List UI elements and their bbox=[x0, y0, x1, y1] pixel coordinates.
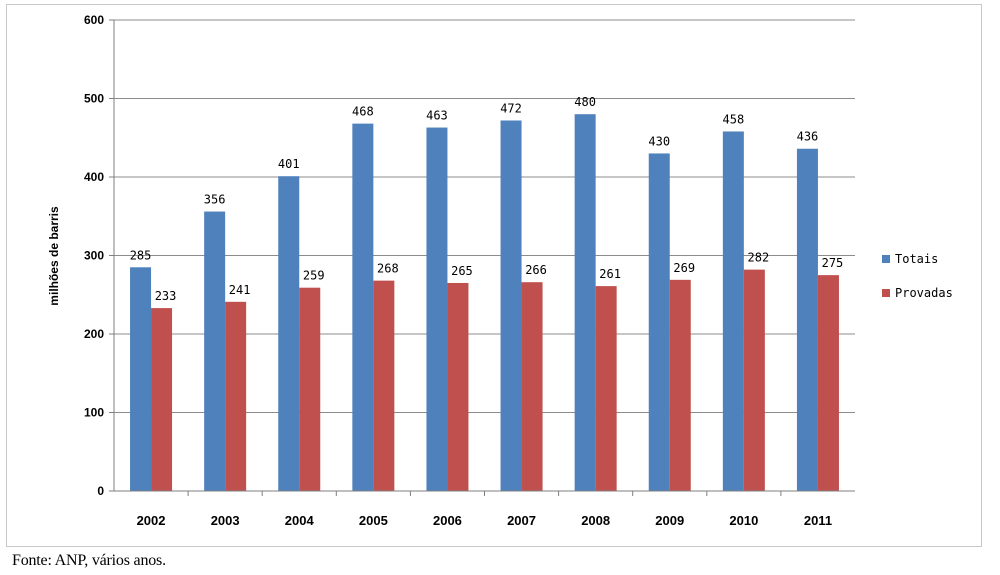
bar-provadas-2009 bbox=[669, 279, 691, 491]
data-label: 285 bbox=[130, 248, 152, 262]
bar-totais-2006 bbox=[426, 127, 448, 492]
data-label: 458 bbox=[723, 112, 745, 126]
x-tick-label: 2008 bbox=[581, 513, 610, 528]
bar-provadas-2006 bbox=[447, 282, 469, 491]
bar-provadas-2008 bbox=[595, 286, 617, 491]
data-label: 261 bbox=[599, 267, 621, 281]
data-label: 268 bbox=[377, 262, 399, 276]
x-axis-ticks: 2002 2003 2004 2005 2006 2007 2008 2009 2010 2011 bbox=[137, 491, 832, 528]
data-label: 401 bbox=[278, 157, 300, 171]
bar-totais-2011 bbox=[796, 148, 818, 492]
y-tick-label: 500 bbox=[84, 92, 104, 106]
x-tick-label: 2003 bbox=[211, 513, 240, 528]
y-tick-label: 600 bbox=[84, 13, 104, 27]
data-label: 269 bbox=[673, 261, 695, 275]
data-label: 241 bbox=[229, 283, 251, 297]
x-tick-label: 2006 bbox=[433, 513, 462, 528]
bar-provadas-2005 bbox=[373, 280, 395, 491]
legend-label-provadas: Provadas bbox=[895, 286, 953, 300]
bar-provadas-2004 bbox=[299, 287, 321, 491]
x-tick-label: 2010 bbox=[729, 513, 758, 528]
data-label: 259 bbox=[303, 269, 325, 283]
y-axis-ticks: 0 100 200 300 400 500 600 bbox=[84, 13, 114, 498]
y-tick-label: 0 bbox=[97, 484, 104, 498]
data-label: 468 bbox=[352, 105, 374, 119]
legend-swatch-totais bbox=[882, 255, 890, 263]
bar-provadas-2010 bbox=[743, 269, 765, 491]
bar-totais-2010 bbox=[722, 131, 744, 491]
bar-totais-2002 bbox=[130, 267, 152, 491]
bar-totais-2009 bbox=[648, 153, 670, 491]
data-label: 275 bbox=[822, 256, 844, 270]
y-tick-label: 100 bbox=[84, 406, 104, 420]
axes bbox=[113, 20, 855, 492]
data-label: 266 bbox=[525, 263, 547, 277]
bar-totais-2007 bbox=[500, 120, 522, 491]
data-label: 282 bbox=[748, 251, 770, 265]
x-tick-label: 2009 bbox=[655, 513, 684, 528]
y-tick-label: 300 bbox=[84, 249, 104, 263]
bars bbox=[130, 114, 839, 492]
x-tick-label: 2005 bbox=[359, 513, 388, 528]
legend-swatch-provadas bbox=[882, 289, 890, 297]
legend: Totais Provadas bbox=[882, 252, 953, 300]
x-tick-label: 2002 bbox=[137, 513, 166, 528]
data-label: 480 bbox=[574, 95, 596, 109]
x-tick-label: 2007 bbox=[507, 513, 536, 528]
data-label: 356 bbox=[204, 193, 226, 207]
source-note: Fonte: ANP, vários anos. bbox=[12, 552, 166, 569]
y-axis-title: milhões de barris bbox=[47, 206, 61, 306]
y-tick-label: 400 bbox=[84, 170, 104, 184]
bar-provadas-2007 bbox=[521, 282, 543, 491]
data-label: 265 bbox=[451, 264, 473, 278]
bar-totais-2005 bbox=[352, 123, 374, 492]
data-label: 436 bbox=[797, 130, 819, 144]
data-label: 472 bbox=[500, 101, 522, 115]
bar-provadas-2003 bbox=[225, 301, 247, 491]
x-tick-label: 2011 bbox=[804, 513, 832, 528]
bar-provadas-2011 bbox=[817, 275, 839, 491]
bar-totais-2008 bbox=[574, 114, 596, 491]
bar-totais-2004 bbox=[278, 176, 300, 491]
bar-provadas-2002 bbox=[151, 308, 173, 491]
data-label: 233 bbox=[155, 289, 177, 303]
data-labels: 285 233 356 241 401 259 468 268 463 265 472 266 480 2… bbox=[130, 95, 844, 303]
legend-label-totais: Totais bbox=[895, 252, 938, 266]
data-label: 430 bbox=[648, 134, 670, 148]
bar-totais-2003 bbox=[204, 211, 226, 492]
y-tick-label: 200 bbox=[84, 327, 104, 341]
x-tick-label: 2004 bbox=[285, 513, 315, 528]
data-label: 463 bbox=[426, 109, 448, 123]
